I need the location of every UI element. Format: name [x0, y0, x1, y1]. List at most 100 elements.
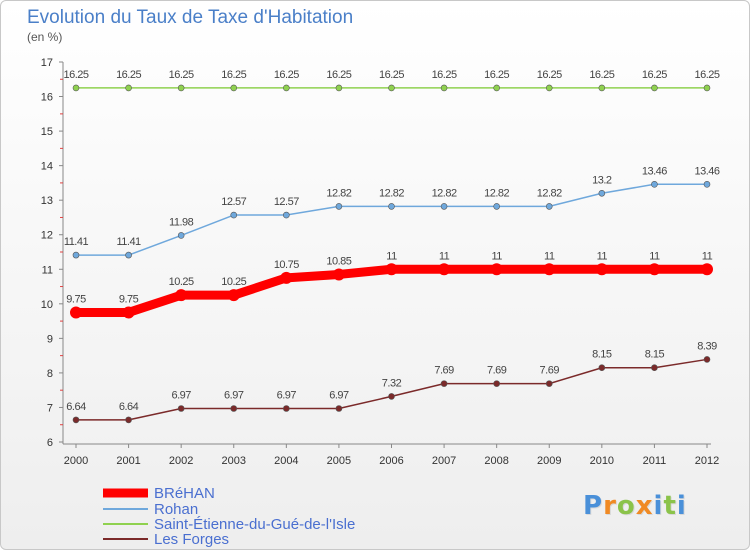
y-tick-label: 6	[47, 437, 53, 449]
x-tick-label: 2009	[537, 455, 561, 467]
data-label: 12.82	[484, 187, 509, 199]
legend-label: BRéHAN	[154, 485, 215, 502]
y-tick-label: 14	[41, 161, 53, 173]
data-point	[388, 203, 395, 210]
data-point	[438, 263, 451, 276]
logo-letter: i	[676, 491, 687, 521]
data-point	[385, 263, 398, 276]
logo-letter: r	[603, 491, 617, 521]
data-label: 9.75	[66, 293, 86, 305]
data-point	[122, 306, 135, 319]
logo-letter: P	[583, 491, 604, 521]
x-tick-label: 2008	[484, 455, 508, 467]
data-point	[440, 380, 448, 387]
y-tick-label: 9	[47, 333, 53, 345]
y-tick-label: 13	[41, 195, 53, 207]
x-tick-label: 2011	[643, 455, 667, 467]
data-label: 16.25	[379, 69, 404, 81]
data-label: 12.82	[379, 187, 404, 199]
data-label: 16.25	[642, 69, 667, 81]
legend-label: Rohan	[154, 501, 198, 518]
y-tick-label: 8	[47, 368, 53, 380]
data-point	[177, 232, 185, 239]
data-point	[175, 289, 188, 302]
x-tick-label: 2000	[64, 455, 88, 467]
data-point	[598, 84, 606, 92]
data-point	[701, 263, 713, 276]
data-label: 16.25	[694, 69, 719, 81]
legend-label: Les Forges	[154, 531, 229, 548]
data-label: 7.69	[487, 365, 507, 377]
data-label: 8.15	[592, 349, 612, 361]
data-label: 6.97	[329, 389, 349, 401]
data-label: 11	[597, 250, 608, 262]
data-label: 11	[386, 250, 397, 262]
legend-label: Saint-Étienne-du-Gué-de-l'Isle	[154, 516, 355, 533]
data-label: 16.25	[274, 69, 299, 81]
proxiti-logo: Proxiti	[583, 491, 687, 521]
data-point	[177, 405, 185, 412]
data-label: 7.69	[540, 365, 560, 377]
data-label: 11	[491, 250, 502, 262]
data-label: 16.25	[432, 69, 457, 81]
data-label: 16.25	[63, 69, 88, 81]
data-label: 16.25	[221, 69, 246, 81]
data-label: 11	[544, 250, 555, 262]
data-point	[72, 416, 80, 424]
data-label: 12.82	[432, 187, 457, 199]
data-label: 11	[649, 250, 660, 262]
data-point	[177, 84, 185, 92]
y-tick-label: 11	[42, 264, 53, 276]
data-label: 6.64	[119, 401, 139, 413]
data-point	[125, 251, 132, 259]
data-point	[595, 263, 608, 276]
data-point	[332, 268, 345, 281]
chart-subtitle: (en %)	[27, 30, 63, 44]
data-label: 10.85	[326, 255, 351, 267]
data-label: 12.57	[274, 196, 299, 208]
data-point	[388, 393, 395, 400]
logo-letter: t	[663, 491, 677, 521]
data-point	[440, 203, 448, 210]
x-tick-label: 2002	[169, 455, 193, 467]
data-point	[543, 263, 556, 276]
data-label: 6.64	[66, 401, 86, 413]
data-point	[230, 211, 238, 219]
data-point	[230, 405, 238, 412]
data-point	[651, 364, 658, 372]
data-point	[227, 289, 240, 302]
data-point	[703, 180, 711, 188]
data-point	[72, 251, 80, 259]
data-point	[230, 84, 238, 92]
x-tick-label: 2004	[274, 455, 298, 467]
y-tick-label: 10	[41, 299, 53, 311]
data-label: 9.75	[119, 293, 139, 305]
data-point	[72, 84, 80, 92]
data-label: 13.46	[694, 165, 719, 177]
data-label: 11.41	[116, 236, 141, 248]
logo-letter: o	[616, 491, 636, 521]
x-tick-label: 2001	[116, 455, 140, 467]
data-label: 11.98	[169, 216, 194, 228]
y-tick-label: 12	[41, 230, 53, 242]
data-point	[335, 84, 343, 92]
data-point	[335, 405, 343, 412]
data-label: 8.15	[645, 349, 665, 361]
y-tick-label: 17	[41, 57, 53, 69]
data-label: 12.82	[537, 187, 562, 199]
data-point	[283, 84, 290, 92]
data-point	[280, 271, 293, 284]
data-point	[283, 405, 290, 412]
data-label: 16.25	[116, 69, 141, 81]
data-label: 12.57	[221, 196, 246, 208]
data-label: 16.25	[589, 69, 614, 81]
data-label: 13.2	[592, 174, 612, 186]
data-label: 6.97	[277, 389, 297, 401]
data-point	[703, 84, 711, 92]
data-label: 13.46	[642, 165, 667, 177]
y-tick-label: 15	[41, 126, 53, 138]
data-label: 16.25	[326, 69, 351, 81]
data-point	[545, 203, 553, 210]
